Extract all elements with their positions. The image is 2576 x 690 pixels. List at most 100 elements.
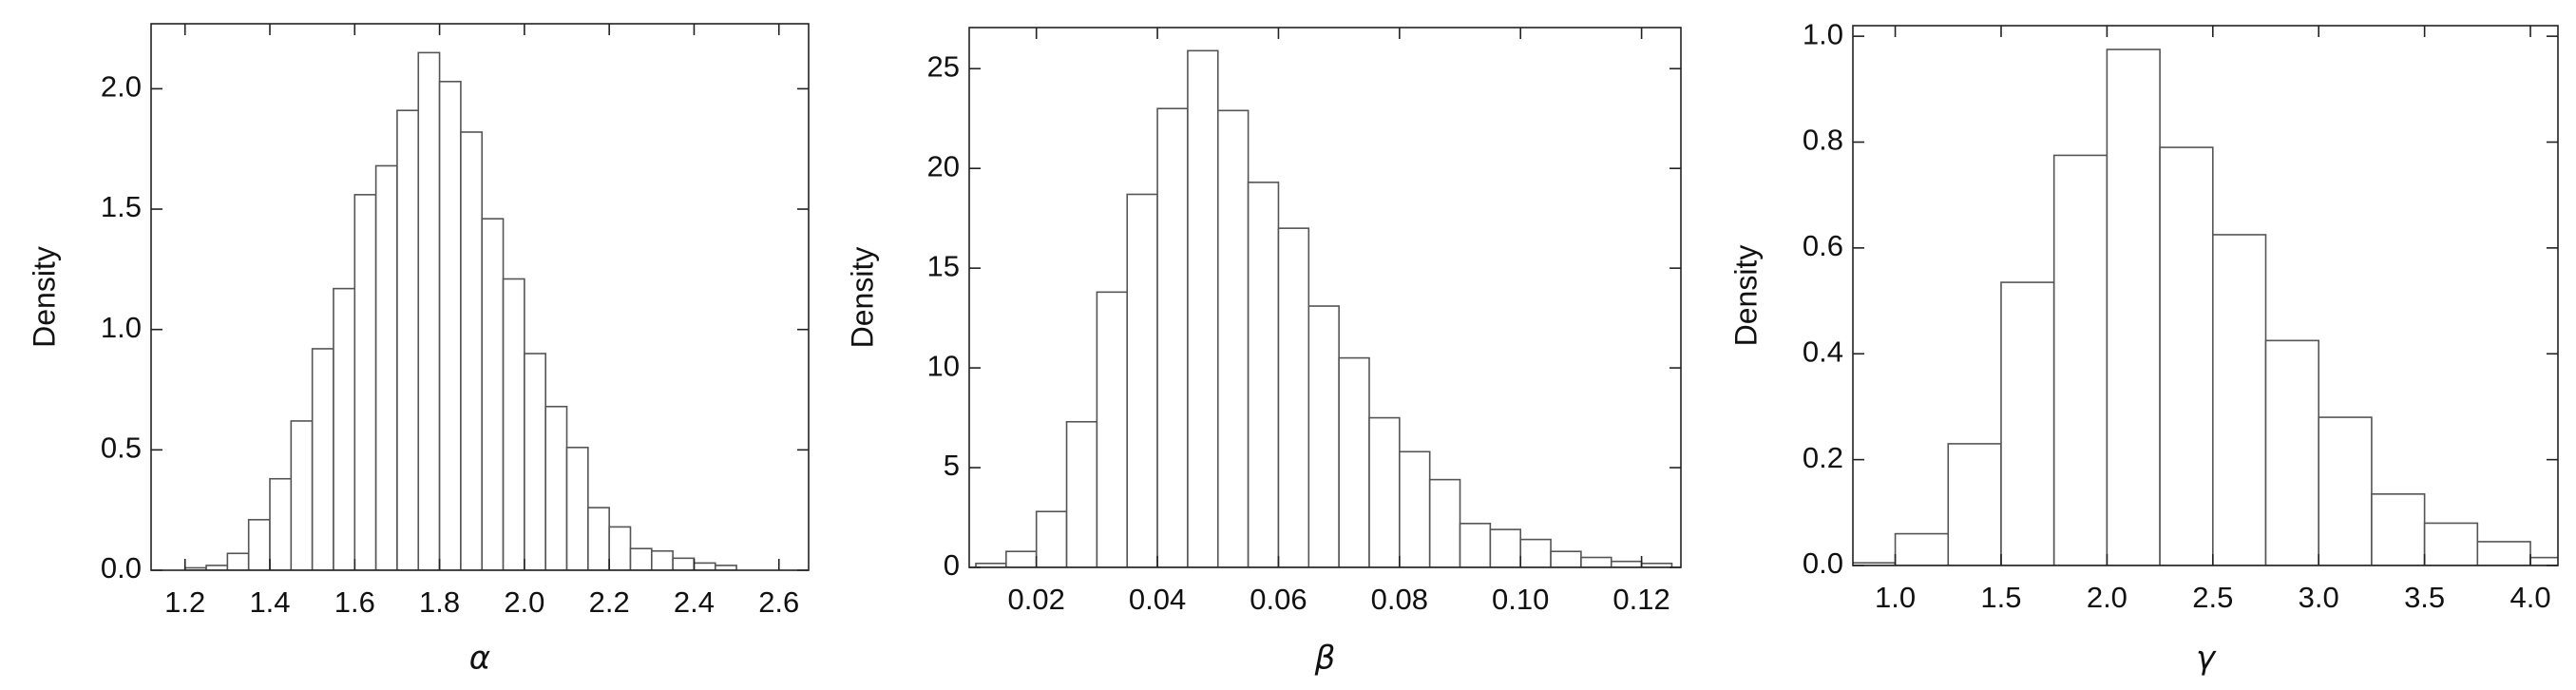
histogram-bar [333,287,356,570]
histogram-bar [1550,550,1582,567]
histogram-bar [2159,146,2214,565]
panel: 1.0 1.5 2.0 2.5 3.0 3.5 4.0 0.0 0.2 0.4 0.6 0.8 1.0 γ… [1728,17,2559,678]
x-tick-label: 0.02 [1008,583,1065,616]
histogram-bar [1065,420,1098,567]
y-tick-label: 1.5 [101,190,142,223]
histogram-bar [1005,550,1038,567]
x-tick-label: 0.06 [1250,583,1307,616]
histogram-bar [587,507,610,570]
histogram-bar [1156,107,1189,567]
x-tick-label: 4.0 [2509,581,2550,614]
panel: 1.2 1.4 1.6 1.8 2.0 2.2 2.4 2.6 0.0 0.5 1.0 1.5 2.0 α… [27,23,810,678]
plot-area [975,49,1673,567]
y-tick-label: 25 [927,49,960,83]
x-tick-label: 0.04 [1129,583,1186,616]
histogram-bar [672,557,696,570]
x-axis-title: γ [2196,640,2217,678]
histogram-bar [1216,109,1250,567]
histogram-bar [1126,193,1158,567]
x-tick-label: 1.2 [164,585,205,619]
histogram-bar [1368,416,1401,567]
histogram-bar [2052,154,2109,565]
x-tick-label: 0.10 [1492,583,1549,616]
y-tick-label: 5 [944,449,960,482]
histogram-bar [1947,443,2002,565]
y-tick-label: 0.8 [1803,124,1843,157]
histogram-bar [1489,528,1522,567]
frame [968,27,1682,568]
histogram-bar [290,420,314,570]
y-tick-label: 1.0 [1803,17,1843,50]
y-tick-label: 0.0 [101,551,142,585]
y-axis-title: Density [1728,245,1763,347]
histogram-bar [544,405,568,570]
y-tick-label: 1.0 [101,311,142,344]
x-tick-label: 0.08 [1371,583,1428,616]
panel: 0.02 0.04 0.06 0.08 0.10 0.12 0 5 10 15 20 25 β Densi… [845,27,1682,678]
histogram-bar [1338,356,1370,567]
y-tick-label: 15 [927,249,960,282]
histogram-bar [1096,291,1129,567]
histogram-bar [226,552,250,570]
y-tick-label: 2.0 [101,70,142,104]
y-tick-label: 0.4 [1803,335,1843,368]
x-tick-label: 2.6 [758,585,799,619]
x-tick-label: 2.5 [2192,581,2233,614]
histogram-bar [269,477,293,570]
histogram-bar [1519,538,1552,567]
histogram-bar [311,348,334,570]
histogram-bar [1247,182,1280,567]
histogram-bar [608,526,632,570]
y-tick-label: 0 [944,548,960,582]
histogram-bar [247,519,271,570]
x-axis-title: α [469,640,490,678]
histogram-bar [1580,556,1612,567]
histogram-bar [2106,48,2161,565]
x-tick-label: 3.0 [2299,581,2339,614]
histogram-bar [1459,523,1492,567]
frame [150,23,810,571]
histogram-bar [1307,305,1340,567]
plot-area [1853,48,2558,565]
y-tick-label: 20 [927,149,960,182]
x-tick-label: 2.4 [674,585,715,619]
histogram-bar [651,549,674,570]
histogram-bar [693,562,716,570]
histogram-bar [502,278,525,570]
histogram-bar [2000,281,2055,565]
histogram-bar [417,51,441,570]
plot-area [183,51,737,570]
x-tick-label: 2.2 [589,585,630,619]
histogram-bar [565,447,589,570]
x-tick-label: 1.6 [334,585,375,619]
histogram-bar [1035,510,1068,567]
histogram-bar [2529,556,2558,565]
y-axis-title: Density [27,246,61,348]
x-tick-label: 2.0 [504,585,544,619]
histogram-bar [524,353,547,570]
y-tick-label: 10 [927,349,960,382]
y-tick-label: 0.0 [1803,546,1843,580]
histogram-bar [1187,49,1219,567]
y-tick-label: 0.6 [1803,229,1843,262]
x-tick-label: 1.5 [1980,581,2021,614]
y-axis-title: Density [845,247,879,349]
histogram-bar [1399,450,1431,567]
x-tick-label: 2.0 [2087,581,2128,614]
histogram-bar [629,547,653,570]
histogram-bar [2318,416,2373,565]
x-tick-label: 0.12 [1612,583,1670,616]
histogram-bar [2264,339,2320,565]
frame [1852,25,2559,566]
x-axis-title: β [1314,640,1336,678]
histogram-bar [2211,234,2267,565]
x-tick-label: 1.0 [1875,581,1916,614]
histogram-bar [1428,478,1461,567]
histogram-bar [2423,522,2479,565]
histogram-bar [460,131,484,570]
histogram-bar [2476,541,2531,565]
x-tick-label: 1.8 [419,585,460,619]
histogram-bar [438,80,462,570]
